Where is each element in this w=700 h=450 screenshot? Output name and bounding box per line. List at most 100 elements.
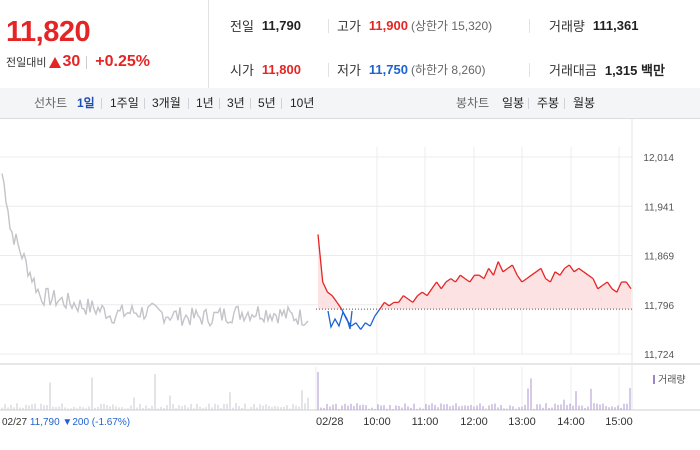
change-percent: +0.25% (95, 53, 150, 70)
tab-1week[interactable]: 1주일 (110, 96, 139, 110)
tab-weekly-candle[interactable]: 주봉 (537, 96, 560, 110)
price-segment (497, 261, 504, 273)
x-tick-label: 10:00 (363, 416, 391, 428)
tab-10years[interactable]: 10년 (290, 96, 315, 110)
price-segment (331, 295, 338, 303)
stat-label: 시가 (230, 63, 254, 78)
tab-3years[interactable]: 3년 (227, 96, 245, 110)
price-segment (511, 264, 518, 276)
stat-value: 11,900 (368, 18, 408, 33)
stat-value: 111,361 (592, 18, 639, 33)
upper-limit-text: (상한가 15,320) (410, 19, 493, 33)
y-tick-label: 12,014 (643, 153, 674, 164)
stat-open: 시가 11,800 (230, 60, 301, 79)
price-segment (625, 281, 632, 290)
price-segment (483, 268, 490, 279)
tab-5years[interactable]: 5년 (258, 96, 276, 110)
price-segment (507, 264, 513, 269)
y-tick-label: 11,796 (644, 301, 674, 312)
stat-value: 1,315 백만 (604, 63, 665, 78)
price-segment (559, 268, 566, 276)
price-segment (454, 274, 461, 283)
volume-legend-label: 거래량 (658, 374, 686, 386)
tab-divider (188, 98, 189, 109)
divider (328, 19, 329, 33)
price-panel: 11,820 전일대비 30 +0.25% (0, 0, 209, 88)
price-segment (464, 278, 471, 283)
price-segment (526, 274, 532, 280)
price-segment (421, 291, 428, 297)
price-segment (535, 267, 542, 273)
stat-prev-close: 전일 11,790 (230, 16, 301, 35)
y-tick-label: 11,869 (644, 252, 674, 263)
price-segment (602, 281, 608, 286)
price-segment (492, 261, 499, 276)
price-segment (403, 295, 409, 300)
price-segment (578, 267, 584, 273)
divider (328, 63, 329, 77)
tab-daily-candle[interactable]: 일봉 (502, 96, 525, 110)
y-tick-label: 11,724 (644, 350, 674, 361)
price-segment (445, 278, 452, 283)
stat-value: 11,800 (261, 62, 301, 77)
x-tick-label: 12:00 (460, 416, 488, 428)
price-segment (583, 271, 589, 276)
price-segment (469, 274, 476, 283)
price-segment (564, 264, 570, 269)
price-segment (436, 281, 442, 290)
tab-divider (528, 98, 529, 109)
tab-1day[interactable]: 1일 (77, 96, 95, 110)
change-label: 전일대비 (6, 57, 47, 69)
price-segment (531, 271, 537, 276)
price-segment (521, 278, 528, 283)
price-segment (350, 322, 357, 327)
y-tick-label: 11,941 (644, 202, 674, 213)
price-segment (365, 322, 371, 327)
stat-label: 거래대금 (549, 63, 597, 78)
price-segment (336, 302, 343, 310)
stat-label: 전일 (230, 19, 254, 34)
price-segment (516, 274, 523, 283)
price-segment (384, 301, 390, 307)
stat-value: 11,790 (261, 18, 301, 33)
stat-label: 거래량 (549, 19, 585, 34)
price-segment (369, 315, 376, 327)
price-segment (502, 267, 509, 273)
price-segment (412, 295, 419, 303)
tab-divider (219, 98, 220, 109)
price-segment (398, 295, 404, 303)
price-segment (431, 281, 438, 290)
tab-divider (101, 98, 102, 109)
price-segment (568, 264, 575, 273)
change-divider (86, 55, 88, 69)
stat-value: 11,750 (368, 62, 408, 77)
current-price: 11,820 (6, 16, 91, 48)
x-tick-label: 14:00 (557, 416, 585, 428)
price-segment (587, 274, 594, 280)
price-segment (450, 278, 456, 283)
price-segment (459, 274, 466, 280)
divider (529, 63, 530, 77)
tab-1year[interactable]: 1년 (196, 96, 214, 110)
price-segment (573, 267, 580, 273)
price-segment (317, 234, 324, 283)
line-chart-heading: 선차트 (34, 96, 68, 110)
price-segment (540, 268, 547, 279)
change-row: 전일대비 30 +0.25% (6, 53, 150, 71)
stat-low: 저가 11,750 (하한가 8,260) (337, 60, 485, 79)
price-segment (360, 322, 366, 330)
x-tick-label: 15:00 (605, 416, 633, 428)
price-segment (488, 268, 495, 276)
price-segment (597, 284, 603, 290)
price-segment (322, 281, 329, 293)
price-segment (611, 288, 618, 293)
tab-3months[interactable]: 3개월 (152, 96, 181, 110)
price-segment (388, 301, 395, 307)
x-tick-label: 11:00 (412, 416, 439, 428)
divider (529, 19, 530, 33)
price-segment (407, 298, 414, 303)
price-segment (355, 322, 362, 330)
tab-monthly-candle[interactable]: 월봉 (573, 96, 596, 110)
price-segment (478, 274, 485, 280)
price-segment (592, 278, 599, 290)
